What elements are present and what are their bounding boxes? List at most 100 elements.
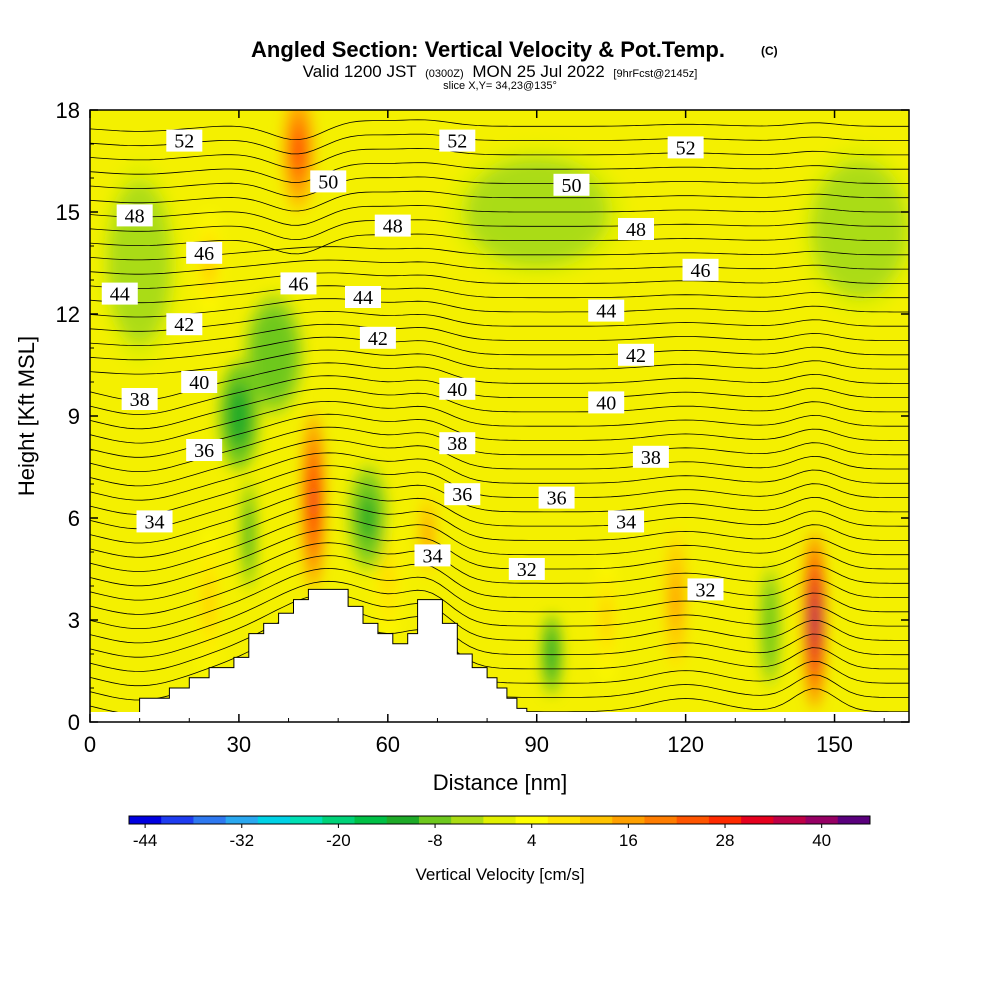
velocity-cell <box>295 138 302 164</box>
pot-temp-line <box>90 606 909 672</box>
pot-temp-label: 46 <box>691 260 711 282</box>
pot-temp-label: 52 <box>174 131 194 153</box>
pot-temp-label: 40 <box>189 372 209 394</box>
velocity-cell <box>549 645 554 663</box>
pot-temp-label-box <box>439 432 476 455</box>
pot-temp-label: 42 <box>174 314 194 336</box>
pot-temp-label: 40 <box>596 392 616 414</box>
pot-temp-line <box>90 310 909 332</box>
pot-temp-line <box>90 259 909 275</box>
pot-temp-label: 36 <box>452 484 472 506</box>
slice-info: slice X,Y= 34,23@135° <box>443 80 557 92</box>
pot-temp-line <box>90 233 909 255</box>
colorbar-swatch <box>451 816 484 824</box>
pot-temp-labels: 52 52 52 50 50 48 48 48 46 46 46 44 44 44 42 42 42 40 40 40… <box>101 129 724 601</box>
colorbar-title: Vertical Velocity [cm/s] <box>415 865 584 884</box>
pot-temp-label: 42 <box>368 328 388 350</box>
pot-temp-label-box <box>280 272 317 295</box>
pot-temp-label-box <box>687 578 724 601</box>
colorbar-swatch <box>161 816 194 824</box>
pot-temp-label: 34 <box>145 511 165 533</box>
y-tick-label: 9 <box>68 404 80 429</box>
pot-temp-label-box <box>101 282 138 305</box>
pot-temp-label: 36 <box>194 440 214 462</box>
colorbar-tick-label: -8 <box>428 831 443 850</box>
pot-temp-label: 48 <box>125 205 145 227</box>
colorbar <box>128 815 871 825</box>
pot-temp-line <box>90 567 909 629</box>
valid-time-line: Valid 1200 JST (0300Z) MON 25 Jul 2022 [… <box>303 62 698 81</box>
pot-temp-label: 44 <box>110 284 130 306</box>
pot-temp-label: 48 <box>383 216 403 238</box>
pot-temp-label: 48 <box>626 219 646 241</box>
velocity-cell <box>207 588 212 618</box>
pot-temp-line <box>90 362 909 401</box>
x-axis-label: Distance [nm] <box>433 770 568 795</box>
pot-temp-label: 50 <box>561 175 581 197</box>
pot-temp-label-box <box>618 343 654 366</box>
pot-temp-label-box <box>508 558 545 580</box>
pot-temp-label: 52 <box>447 131 467 153</box>
pot-temp-label-box <box>166 313 203 336</box>
pot-temp-label-box <box>667 136 704 159</box>
pot-temp-line <box>90 580 909 644</box>
velocity-cell <box>812 602 817 638</box>
pot-temp-line <box>90 205 909 226</box>
pot-temp-line <box>90 336 909 361</box>
velocity-cell <box>131 242 148 284</box>
pot-temp-line <box>90 147 909 169</box>
pot-temp-label-box <box>181 371 218 393</box>
pot-temp-label-box <box>310 170 347 193</box>
pot-temp-label-box <box>588 299 625 322</box>
y-tick-label: 0 <box>68 710 80 735</box>
pot-temp-line <box>90 162 909 183</box>
colorbar-swatch <box>418 816 452 824</box>
pot-temp-label-box <box>553 173 590 196</box>
pot-temp-label-box <box>444 483 481 506</box>
chart-title-mark: (C) <box>761 44 778 58</box>
chart-title: Angled Section: Vertical Velocity & Pot.… <box>251 37 725 62</box>
pot-temp-contours <box>90 119 909 712</box>
colorbar-tick-label: 4 <box>527 831 536 850</box>
pot-temp-label: 42 <box>626 345 646 367</box>
pot-temp-label: 36 <box>547 488 567 510</box>
pot-temp-line <box>90 465 909 515</box>
colorbar-swatch <box>290 816 323 824</box>
pot-temp-label-box <box>608 510 645 533</box>
pot-temp-line <box>90 298 909 318</box>
colorbar-swatch <box>257 816 291 824</box>
colorbar-swatch <box>386 816 420 824</box>
vertical-velocity-field <box>99 110 909 709</box>
pot-temp-label-box <box>121 388 158 410</box>
pot-temp-label-box <box>345 286 381 308</box>
pot-temp-label-box <box>439 377 476 400</box>
pot-temp-line <box>90 503 909 558</box>
pot-temp-label-box <box>538 486 575 509</box>
pot-temp-line <box>90 133 909 155</box>
terrain <box>139 588 528 712</box>
pot-temp-label: 44 <box>596 301 616 323</box>
pot-temp-label-box <box>359 326 396 349</box>
colorbar-swatch <box>193 816 227 824</box>
pot-temp-label: 46 <box>194 243 214 265</box>
valid-prefix: Valid 1200 JST <box>303 62 417 81</box>
pot-temp-line <box>90 219 909 241</box>
x-tick-label: 150 <box>816 732 853 757</box>
pot-temp-line <box>90 593 909 658</box>
pot-temp-label: 32 <box>695 579 715 601</box>
pot-temp-line <box>90 400 909 444</box>
pot-temp-label-box <box>374 214 411 237</box>
velocity-cell <box>385 566 391 592</box>
velocity-cell <box>267 342 280 368</box>
pot-temp-label-box <box>186 241 223 264</box>
pot-temp-line <box>90 619 909 687</box>
x-tick-label: 120 <box>667 732 704 757</box>
pot-temp-label: 34 <box>616 511 636 533</box>
pot-temp-label-box <box>414 544 451 567</box>
colorbar-swatch <box>225 816 259 824</box>
pot-temp-line <box>90 452 909 501</box>
colorbar-swatch <box>837 816 871 824</box>
pot-temp-label: 32 <box>517 559 537 581</box>
colorbar-tick-label: -20 <box>326 831 351 850</box>
pot-temp-line <box>90 272 909 289</box>
